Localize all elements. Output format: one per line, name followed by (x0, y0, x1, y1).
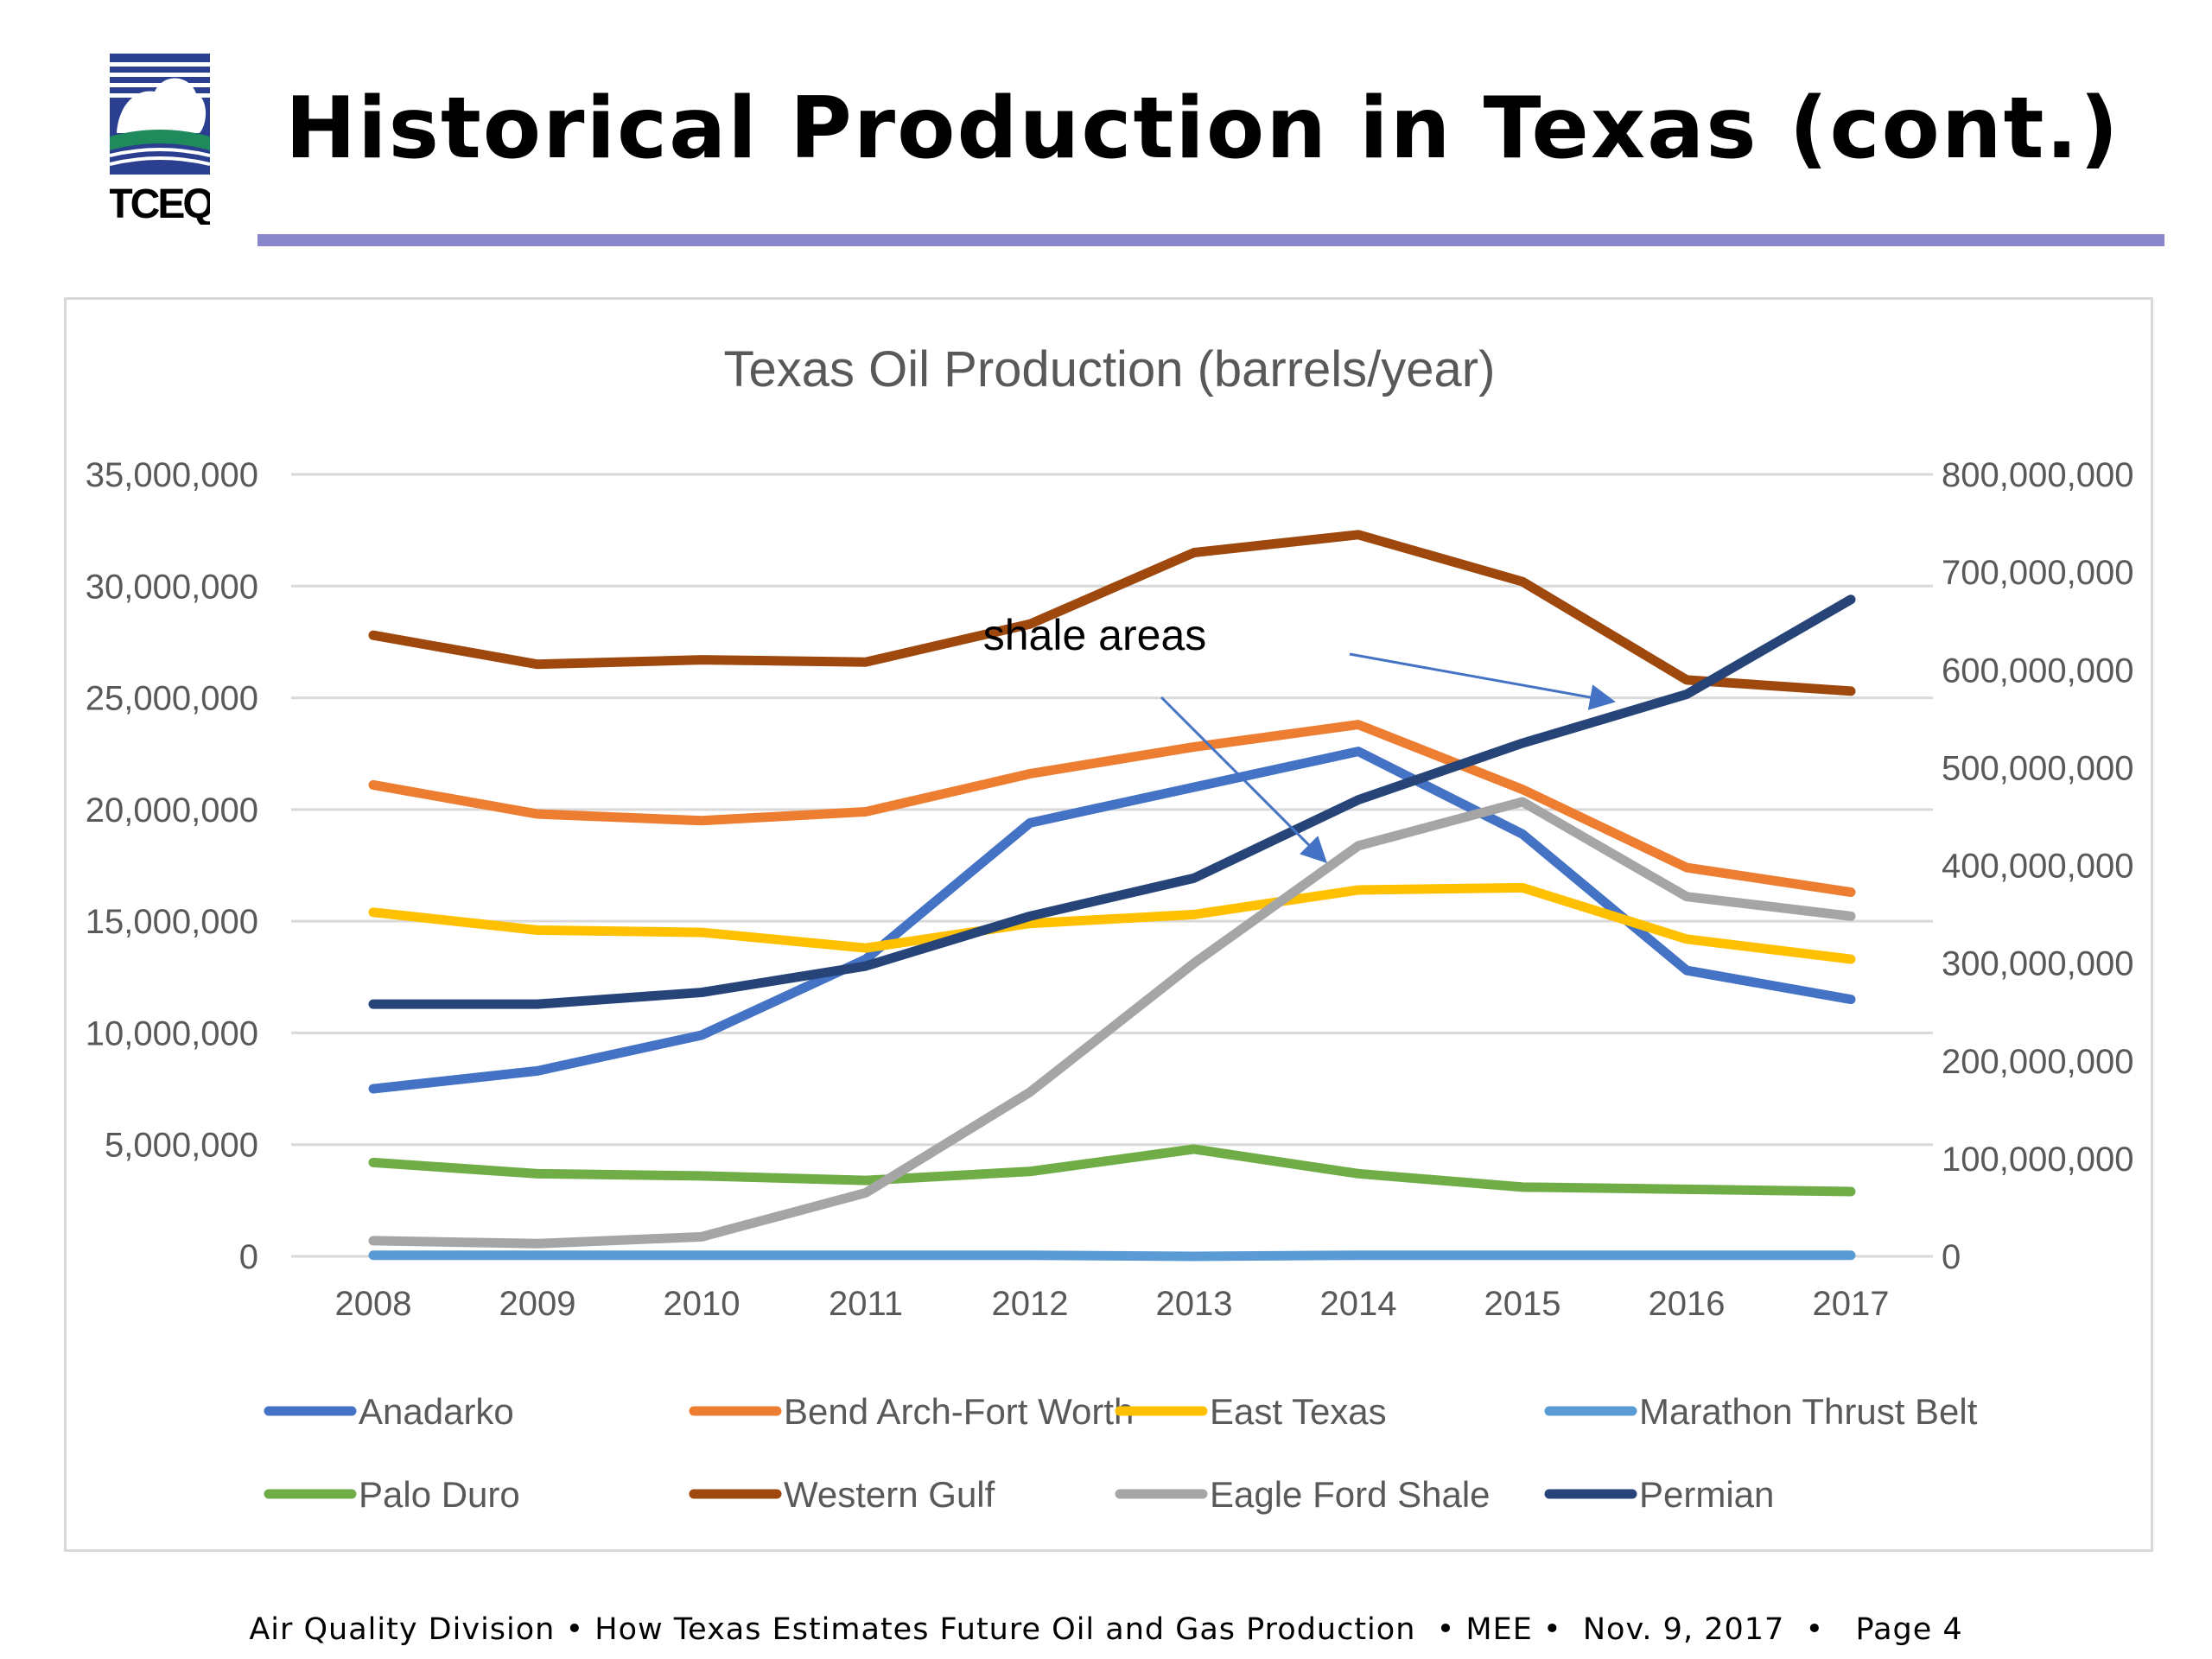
x-tick-label: 2010 (664, 1285, 741, 1323)
tceq-logo: TCEQ (110, 54, 210, 225)
legend-label: Permian (1639, 1474, 1774, 1515)
series-line-marathon-thrust-belt (368, 1250, 1856, 1262)
y-right-tick-label: 500,000,000 (1942, 749, 2133, 787)
y-left-tick-label: 5,000,000 (105, 1127, 258, 1165)
x-tick-label: 2013 (1156, 1285, 1233, 1323)
slide-title: Historical Production in Texas (cont.) (285, 79, 2120, 178)
x-tick-label: 2017 (1813, 1285, 1890, 1323)
y-left-tick-label: 30,000,000 (86, 568, 258, 606)
legend-label: Anadarko (359, 1391, 514, 1432)
series-line-anadarko (368, 747, 1856, 1094)
legend-label: Bend Arch-Fort Worth (784, 1391, 1134, 1432)
line-chart: Texas Oil Production (barrels/year) 0 5,0… (86, 341, 2134, 1515)
series-line-palo-duro (368, 1144, 1856, 1197)
legend-item: Palo Duro (264, 1474, 520, 1515)
series-lines (368, 530, 1856, 1262)
x-tick-label: 2008 (335, 1285, 412, 1323)
legend-label: Eagle Ford Shale (1210, 1474, 1491, 1515)
chart-container: Texas Oil Production (barrels/year) 0 5,0… (64, 297, 2153, 1552)
axes: 0 5,000,000 10,000,000 15,000,000 20,000,000… (86, 456, 2134, 1323)
y-right-tick-label: 800,000,000 (1942, 456, 2133, 494)
annotation-arrow (1160, 696, 1327, 864)
x-tick-label: 2015 (1484, 1285, 1561, 1323)
x-tick-label: 2012 (992, 1285, 1069, 1323)
x-tick-label: 2016 (1649, 1285, 1726, 1323)
legend-item: Eagle Ford Shale (1115, 1474, 1491, 1515)
y-right-tick-label: 700,000,000 (1942, 554, 2133, 592)
y-right-tick-label: 100,000,000 (1942, 1141, 2133, 1179)
legend-item: Western Gulf (689, 1474, 995, 1515)
series-line-eagle-ford-shale (368, 797, 1856, 1249)
logo-tree-icon (117, 78, 207, 133)
annotation: shale areas (983, 611, 1616, 864)
annotation-arrow (1349, 652, 1616, 710)
logo-land-icon (110, 130, 210, 150)
logo-text: TCEQ (110, 181, 210, 225)
legend-item: Marathon Thrust Belt (1544, 1391, 1978, 1432)
series-line-permian (368, 594, 1856, 1009)
title-rule (257, 234, 2164, 246)
legend-item: Anadarko (264, 1391, 514, 1432)
y-left-tick-label: 10,000,000 (86, 1014, 258, 1052)
y-right-tick-label: 200,000,000 (1942, 1043, 2133, 1081)
legend: Anadarko Bend Arch-Fort Worth East Texas Ma… (264, 1391, 1978, 1515)
y-right-tick-label: 0 (1942, 1238, 1961, 1276)
series-line-bend-arch-fort-worth (368, 720, 1856, 898)
y-left-tick-label: 25,000,000 (86, 680, 258, 718)
logo-water-icon (110, 146, 210, 175)
y-left-tick-label: 0 (239, 1238, 258, 1276)
series-line-east-texas (368, 882, 1856, 964)
y-right-tick-label: 300,000,000 (1942, 945, 2133, 983)
legend-label: Western Gulf (784, 1474, 995, 1515)
x-tick-label: 2014 (1320, 1285, 1397, 1323)
footer-text: Air Quality Division • How Texas Estimat… (249, 1612, 1963, 1647)
legend-item: East Texas (1115, 1391, 1387, 1432)
x-tick-label: 2011 (829, 1285, 903, 1323)
legend-label: East Texas (1210, 1391, 1387, 1432)
y-left-tick-label: 35,000,000 (86, 456, 258, 494)
y-right-tick-label: 600,000,000 (1942, 652, 2133, 690)
annotation-label: shale areas (983, 611, 1207, 659)
y-left-tick-label: 20,000,000 (86, 791, 258, 830)
legend-label: Marathon Thrust Belt (1639, 1391, 1978, 1432)
series-line-western-gulf (368, 530, 1856, 696)
legend-item: Permian (1544, 1474, 1774, 1515)
chart-title: Texas Oil Production (barrels/year) (724, 341, 1496, 397)
y-right-tick-label: 400,000,000 (1942, 848, 2133, 886)
y-left-tick-label: 15,000,000 (86, 903, 258, 941)
legend-item: Bend Arch-Fort Worth (689, 1391, 1134, 1432)
x-tick-label: 2009 (499, 1285, 576, 1323)
legend-label: Palo Duro (359, 1474, 520, 1515)
